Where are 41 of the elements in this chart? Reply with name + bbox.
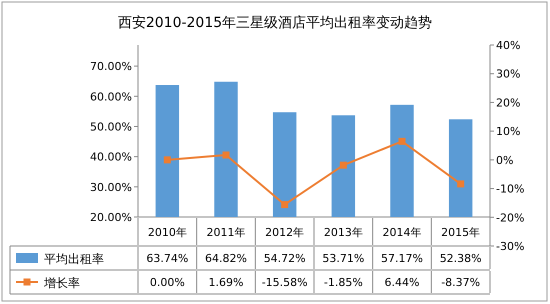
data-label: -8.37% xyxy=(441,276,480,289)
point xyxy=(398,138,406,145)
x-tick-label: 2013年 xyxy=(324,226,363,239)
y-tick-label: 50.00% xyxy=(90,120,132,134)
point xyxy=(340,162,347,169)
point xyxy=(457,180,464,188)
data-label: -1.85% xyxy=(324,276,363,289)
data-label: 1.69% xyxy=(208,276,244,289)
y2-tick-label: 0% xyxy=(496,154,514,167)
x-tick-label: 2012年 xyxy=(265,226,304,239)
point xyxy=(164,156,171,164)
legend-label: 增长率 xyxy=(43,276,80,290)
data-label: 0.00% xyxy=(150,276,185,289)
y2-tick-label: 30% xyxy=(496,68,520,81)
data-label: 57.17% xyxy=(381,252,423,265)
x-tick-label: 2014年 xyxy=(382,226,422,239)
data-label: 64.82% xyxy=(205,252,247,265)
y-tick-label: 70.00% xyxy=(90,60,132,74)
point xyxy=(281,201,288,208)
x-tick-label: 2010年 xyxy=(148,226,187,239)
data-label: 54.72% xyxy=(264,252,306,265)
y2-tick-label: -20% xyxy=(496,211,524,224)
y-tick-label: 30.00% xyxy=(90,180,132,194)
data-label: 63.74% xyxy=(146,252,188,265)
y-tick-label: 40.00% xyxy=(90,150,132,164)
chart-title: 西安2010-2015年三星级酒店平均出租率变动趋势 xyxy=(118,15,432,31)
point xyxy=(222,152,230,159)
y2-tick-label: -10% xyxy=(496,182,524,196)
y2-tick-label: 40% xyxy=(496,39,520,52)
y-tick-label: 20.00% xyxy=(90,211,132,224)
x-tick-label: 2015年 xyxy=(441,226,480,239)
data-label: 52.38% xyxy=(440,252,482,265)
data-label: 53.71% xyxy=(322,252,364,265)
y-tick-label: 60.00% xyxy=(90,90,132,104)
data-label: 6.44% xyxy=(384,276,420,289)
legend-label: 平均出租率 xyxy=(44,252,104,266)
x-tick-label: 2011年 xyxy=(206,226,246,239)
y2-tick-label: 20% xyxy=(496,96,520,110)
y2-tick-label: 10% xyxy=(496,125,520,138)
y2-tick-label: -30% xyxy=(496,240,524,253)
data-label: -15.58% xyxy=(262,276,308,289)
